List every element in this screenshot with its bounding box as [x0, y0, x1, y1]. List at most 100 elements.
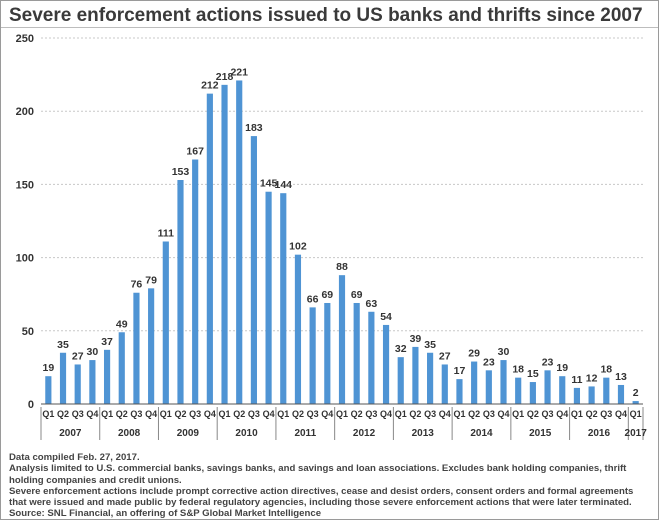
data-label: 19: [42, 362, 54, 374]
bar: [588, 386, 595, 404]
note-source: Source: SNL Financial, an offering of S&…: [9, 508, 322, 520]
bar: [148, 288, 155, 404]
data-label: 167: [186, 146, 204, 158]
bar: [544, 370, 551, 404]
y-tick-label: 100: [16, 253, 34, 265]
data-label: 30: [87, 346, 99, 358]
data-label: 19: [556, 362, 568, 374]
x-tick-label: Q4: [263, 409, 275, 419]
bar: [529, 382, 536, 404]
data-label: 76: [131, 279, 143, 291]
bar: [265, 191, 272, 404]
data-label: 66: [307, 293, 319, 305]
x-tick-label: Q2: [233, 409, 245, 419]
data-label: 49: [116, 318, 128, 330]
bar: [294, 254, 302, 404]
data-label: 153: [172, 166, 190, 178]
chart-notes: Data compiled Feb. 27, 2017. Analysis li…: [9, 452, 649, 520]
x-tick-label: Q2: [116, 409, 128, 419]
x-tick-label: Q2: [527, 409, 539, 419]
x-tick-label: Q2: [174, 409, 186, 419]
data-label: 111: [158, 227, 175, 239]
bar: [603, 377, 610, 404]
bar: [471, 361, 478, 404]
year-label: 2014: [470, 428, 493, 439]
data-label: 27: [439, 350, 451, 362]
x-tick-label: Q4: [615, 409, 627, 419]
bar: [309, 307, 316, 404]
year-label: 2012: [353, 428, 376, 439]
x-tick-label: Q1: [571, 409, 583, 419]
bar: [221, 84, 228, 405]
x-tick-label: Q1: [336, 409, 348, 419]
y-tick-label: 0: [28, 399, 34, 411]
data-label: 30: [498, 346, 510, 358]
year-label: 2009: [177, 428, 200, 439]
bar: [412, 346, 419, 404]
data-label: 18: [600, 364, 612, 376]
y-tick-label: 200: [16, 106, 34, 118]
year-label: 2015: [529, 428, 552, 439]
x-tick-label: Q4: [380, 409, 392, 419]
x-tick-label: Q1: [395, 409, 407, 419]
bar: [280, 193, 287, 404]
x-tick-label: Q2: [351, 409, 363, 419]
bar: [515, 377, 522, 404]
bar: [368, 311, 375, 404]
x-tick-label: Q3: [483, 409, 495, 419]
bar: [74, 364, 81, 404]
x-tick-label: Q4: [86, 409, 98, 419]
x-tick-label: Q4: [321, 409, 333, 419]
data-label: 23: [483, 356, 495, 368]
note-definition: Severe enforcement actions include promp…: [9, 485, 634, 509]
bar: [353, 302, 360, 404]
x-tick-label: Q3: [130, 409, 142, 419]
y-tick-label: 250: [16, 33, 34, 45]
x-tick-label: Q2: [57, 409, 69, 419]
bar: [559, 376, 566, 404]
x-tick-label: Q2: [409, 409, 421, 419]
data-label: 79: [145, 274, 157, 286]
year-label: 2011: [294, 428, 316, 439]
data-label: 218: [216, 71, 234, 83]
data-label: 69: [351, 289, 363, 301]
bar: [427, 352, 434, 404]
x-tick-label: Q1: [101, 409, 113, 419]
data-label: 27: [72, 350, 84, 362]
x-tick-label: Q3: [365, 409, 377, 419]
data-label: 69: [321, 289, 333, 301]
bar: [192, 159, 199, 404]
bar: [617, 384, 625, 404]
x-tick-label: Q1: [512, 409, 524, 419]
x-tick-label: Q2: [468, 409, 480, 419]
data-label: 144: [275, 179, 293, 191]
data-label: 54: [380, 311, 392, 323]
bar: [45, 376, 52, 404]
x-tick-label: Q1: [277, 409, 289, 419]
title-divider: [1, 27, 658, 28]
bar: [177, 180, 184, 404]
bar: [250, 136, 257, 404]
year-label: 2008: [118, 428, 141, 439]
x-tick-label: Q1: [453, 409, 465, 419]
bar: [103, 349, 111, 404]
year-label: 2010: [235, 428, 258, 439]
data-label: 35: [424, 339, 436, 351]
year-label: 2013: [412, 428, 435, 439]
x-tick-label: Q4: [204, 409, 216, 419]
note-scope: Analysis limited to U.S. commercial bank…: [9, 463, 627, 486]
x-tick-label: Q4: [498, 409, 510, 419]
year-label: 2016: [588, 428, 611, 439]
bar: [162, 241, 169, 404]
x-tick-label: Q4: [556, 409, 568, 419]
data-label: 11: [571, 374, 582, 386]
data-label: 63: [366, 298, 378, 310]
data-label: 13: [615, 371, 627, 383]
data-label: 2: [633, 387, 639, 399]
bar: [118, 332, 125, 404]
chart-title: Severe enforcement actions issued to US …: [9, 5, 643, 26]
bar: [485, 370, 492, 404]
data-label: 29: [468, 348, 480, 360]
data-label: 212: [201, 80, 219, 92]
bar: [133, 292, 140, 404]
